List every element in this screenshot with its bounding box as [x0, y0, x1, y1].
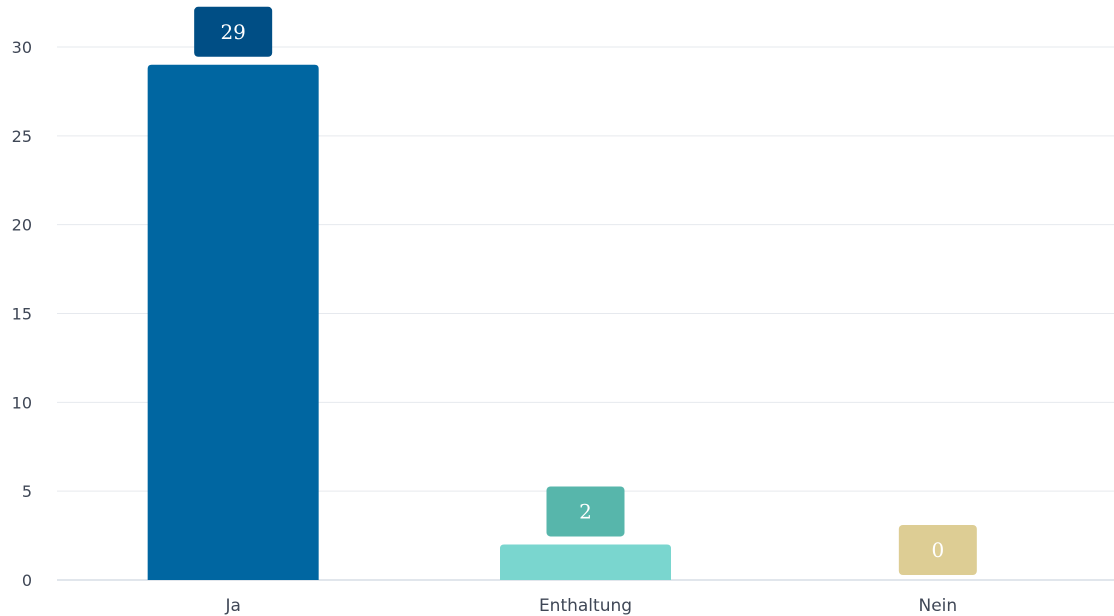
data-labels: 29 2 0: [194, 6, 977, 575]
x-axis-ticks: Ja Enthaltung Nein: [224, 596, 957, 616]
x-tick-label: Enthaltung: [539, 596, 632, 616]
y-tick-label: 20: [12, 216, 32, 235]
y-tick-label: 15: [12, 305, 32, 324]
bar-enthaltung[interactable]: [500, 544, 671, 580]
y-tick-label: 0: [22, 571, 32, 590]
data-label-box: [898, 525, 977, 575]
y-axis-ticks: 0 5 10 15 20 25 30: [12, 38, 32, 590]
bars: [147, 64, 671, 581]
data-label: 0: [931, 538, 944, 562]
y-tick-label: 5: [22, 482, 32, 501]
y-tick-label: 30: [12, 38, 32, 57]
x-tick-label: Nein: [918, 596, 957, 616]
data-label: 29: [220, 20, 245, 44]
data-label-box: [194, 6, 273, 57]
x-tick-label: Ja: [224, 596, 240, 616]
y-tick-label: 10: [12, 393, 32, 412]
data-label-box: [546, 486, 625, 537]
data-label: 2: [579, 499, 592, 523]
y-tick-label: 25: [12, 127, 32, 146]
bar-ja[interactable]: [147, 64, 319, 581]
